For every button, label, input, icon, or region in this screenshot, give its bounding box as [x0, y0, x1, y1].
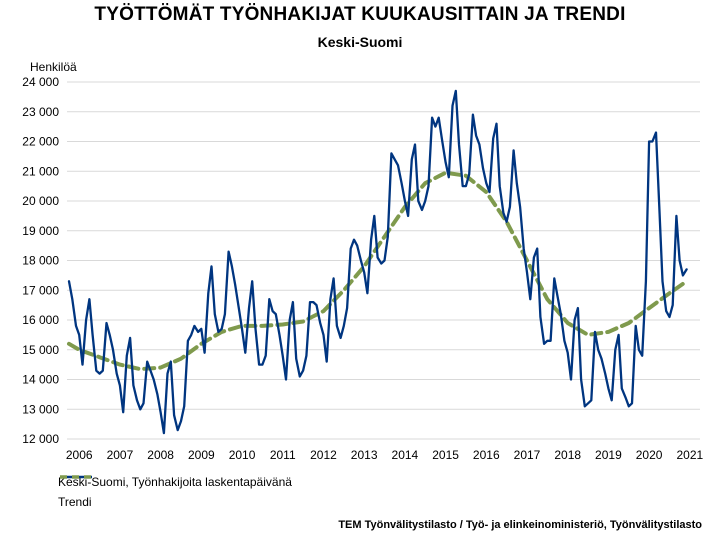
y-tick-label: 22 000: [22, 135, 59, 149]
y-axis-label: Henkilöä: [30, 60, 77, 74]
series-group: [67, 89, 689, 435]
x-tick-label: 2009: [188, 448, 215, 462]
legend-label-monthly: Keski-Suomi, Työnhakijoita laskentapäivä…: [58, 475, 292, 489]
legend-swatch-trend: [60, 475, 92, 479]
x-tick-label: 2006: [66, 448, 93, 462]
y-tick-label: 19 000: [22, 224, 59, 238]
x-tick-label: 2011: [270, 448, 296, 462]
y-tick-label: 21 000: [22, 164, 59, 178]
x-tick-label: 2016: [473, 448, 500, 462]
x-tick-label: 2017: [514, 448, 541, 462]
x-tick-label: 2021: [676, 448, 703, 462]
gridlines: [67, 81, 700, 440]
y-tick-label: 14 000: [22, 373, 59, 387]
x-tick-label: 2020: [636, 448, 663, 462]
y-tick-label: 16 000: [22, 313, 59, 327]
chart-title: TYÖTTÖMÄT TYÖNHAKIJAT KUUKAUSITTAIN JA T…: [94, 4, 626, 25]
x-tick-label: 2019: [595, 448, 622, 462]
y-tick-label: 18 000: [22, 254, 59, 268]
chart-subtitle: Keski-Suomi: [317, 34, 403, 50]
y-tick-label: 24 000: [22, 75, 59, 89]
y-tick-label: 17 000: [22, 283, 59, 297]
x-tick-label: 2007: [107, 448, 134, 462]
series-line-monthly: [67, 89, 688, 435]
y-tick-labels: 12 000 13 000 14 000 15 000 16 000 17 000 18 0…: [22, 75, 59, 446]
x-tick-label: 2012: [310, 448, 337, 462]
x-tick-label: 2014: [392, 448, 419, 462]
series-line-trend: [67, 170, 689, 372]
x-tick-label: 2015: [432, 448, 459, 462]
x-tick-label: 2010: [229, 448, 256, 462]
y-tick-label: 15 000: [22, 343, 59, 357]
legend: Keski-Suomi, Työnhakijoita laskentapäivä…: [58, 472, 292, 512]
legend-item-trend: Trendi: [58, 475, 292, 512]
x-tick-label: 2008: [147, 448, 174, 462]
y-tick-label: 20 000: [22, 194, 59, 208]
y-tick-label: 12 000: [22, 432, 59, 446]
source-note: TEM Työnvälitystilasto / Työ- ja elinkei…: [338, 519, 702, 531]
legend-label-trend: Trendi: [58, 495, 92, 509]
y-tick-label: 13 000: [22, 402, 59, 416]
y-tick-label: 23 000: [22, 105, 59, 119]
x-tick-labels: 2006 2007 2008 2009 2010 2011 2012 2013 2014 2015…: [66, 448, 704, 462]
x-tick-label: 2018: [554, 448, 581, 462]
x-tick-label: 2013: [351, 448, 378, 462]
